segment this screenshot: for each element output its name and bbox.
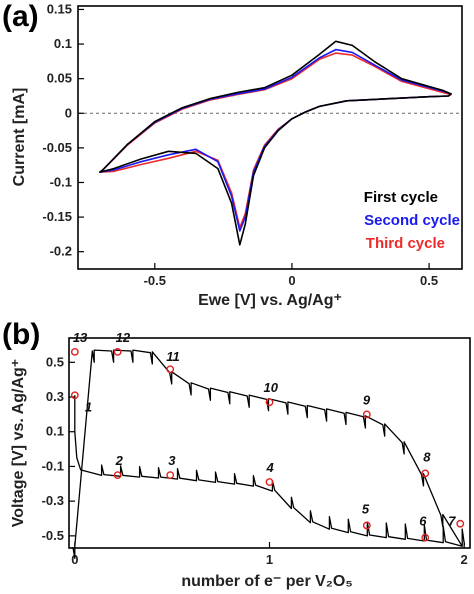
panel-b-frame [68, 337, 471, 549]
charge-curve [72, 349, 463, 560]
panel-a-y-tick-label: 0 [65, 105, 72, 120]
panel-b-plot-area [72, 349, 466, 560]
marker-label: 8 [423, 449, 431, 464]
panel-a-plot-area [99, 40, 452, 246]
marker-point [362, 410, 371, 419]
panel-a-x-tick-label: 0 [288, 273, 295, 288]
panel-a: (a) 0.15 0.1 0.05 0 -0.05 -0.1 -0.15 -0.2 -0.5 0… [2, 0, 463, 309]
series-line-first-cycle [99, 40, 452, 246]
marker-point [456, 519, 465, 528]
panel-a-x-tick-label: -0.5 [144, 273, 166, 288]
panel-b-x-tick-label: 1 [266, 552, 273, 567]
marker-point [421, 469, 430, 478]
panel-b-x-axis: 0 1 2 [71, 542, 468, 567]
panel-b-x-axis-title: number of e⁻ per V₂O₅ [181, 573, 352, 590]
panel-a-y-tick-label: 0.15 [47, 1, 72, 16]
panel-a-label: (a) [2, 0, 39, 33]
panel-b-y-tick-label: -0.1 [42, 458, 64, 473]
marker-label: 7 [448, 514, 456, 529]
panel-a-y-tick-label: -0.15 [42, 209, 72, 224]
panel-a-y-tick-label: 0.05 [47, 71, 72, 86]
marker-label: 1 [85, 399, 92, 414]
marker-point [113, 347, 122, 356]
legend-first-cycle: First cycle [364, 189, 438, 206]
marker-point [113, 471, 122, 480]
panel-b-x-tick-label: 2 [461, 552, 468, 567]
discharge-curve [74, 395, 466, 547]
panel-a-x-axis: -0.5 0 0.5 [144, 263, 438, 288]
marker-point [70, 391, 79, 400]
marker-point [166, 471, 175, 480]
panel-b-y-axis-title: Voltage [V] vs. Ag/Ag⁺ [10, 359, 27, 527]
panel-b-y-tick-label: 0.1 [46, 424, 64, 439]
marker-label: 3 [168, 453, 176, 468]
panel-a-x-tick-label: 0.5 [420, 273, 438, 288]
panel-b-label: (b) [2, 318, 40, 351]
panel-a-legend: First cycle Second cycle Third cycle [364, 189, 460, 252]
marker-label: 4 [266, 460, 275, 475]
panel-b-y-axis: 0.5 0.3 0.1 -0.1 -0.3 -0.5 [42, 354, 75, 543]
marker-label: 11 [166, 349, 180, 364]
marker-label: 5 [362, 501, 370, 516]
marker-point [70, 347, 79, 356]
legend-second-cycle: Second cycle [364, 212, 460, 229]
panel-b-y-tick-label: -0.3 [42, 493, 64, 508]
panel-a-frame [77, 5, 463, 270]
panel-a-y-tick-label: -0.2 [50, 244, 72, 259]
panel-a-y-tick-label: -0.05 [42, 140, 72, 155]
marker-point [166, 365, 175, 374]
marker-label: 13 [73, 330, 88, 345]
panel-b-y-tick-label: 0.5 [46, 354, 64, 369]
marker-label: 12 [116, 330, 131, 345]
panel-a-y-tick-label: 0.1 [54, 36, 72, 51]
panel-a-y-tick-label: -0.1 [50, 174, 72, 189]
marker-point [265, 398, 274, 407]
panel-b-y-tick-label: 0.3 [46, 389, 64, 404]
panel-a-y-axis-title: Current [mA] [11, 88, 28, 187]
marker-point [362, 521, 371, 530]
legend-third-cycle: Third cycle [366, 235, 445, 252]
marker-label: 2 [115, 453, 124, 468]
panel-b-x-tick-label: 0 [71, 552, 78, 567]
marker-label: 6 [419, 514, 427, 529]
panel-a-y-axis: 0.15 0.1 0.05 0 -0.05 -0.1 -0.15 -0.2 [42, 1, 84, 259]
marker-label: 10 [264, 380, 279, 395]
panel-a-x-axis-title: Ewe [V] vs. Ag/Ag⁺ [198, 292, 342, 309]
marker-point [265, 478, 274, 486]
marker-point [421, 533, 430, 542]
marker-label: 9 [363, 392, 371, 407]
panel-b-y-tick-label: -0.5 [42, 528, 64, 543]
